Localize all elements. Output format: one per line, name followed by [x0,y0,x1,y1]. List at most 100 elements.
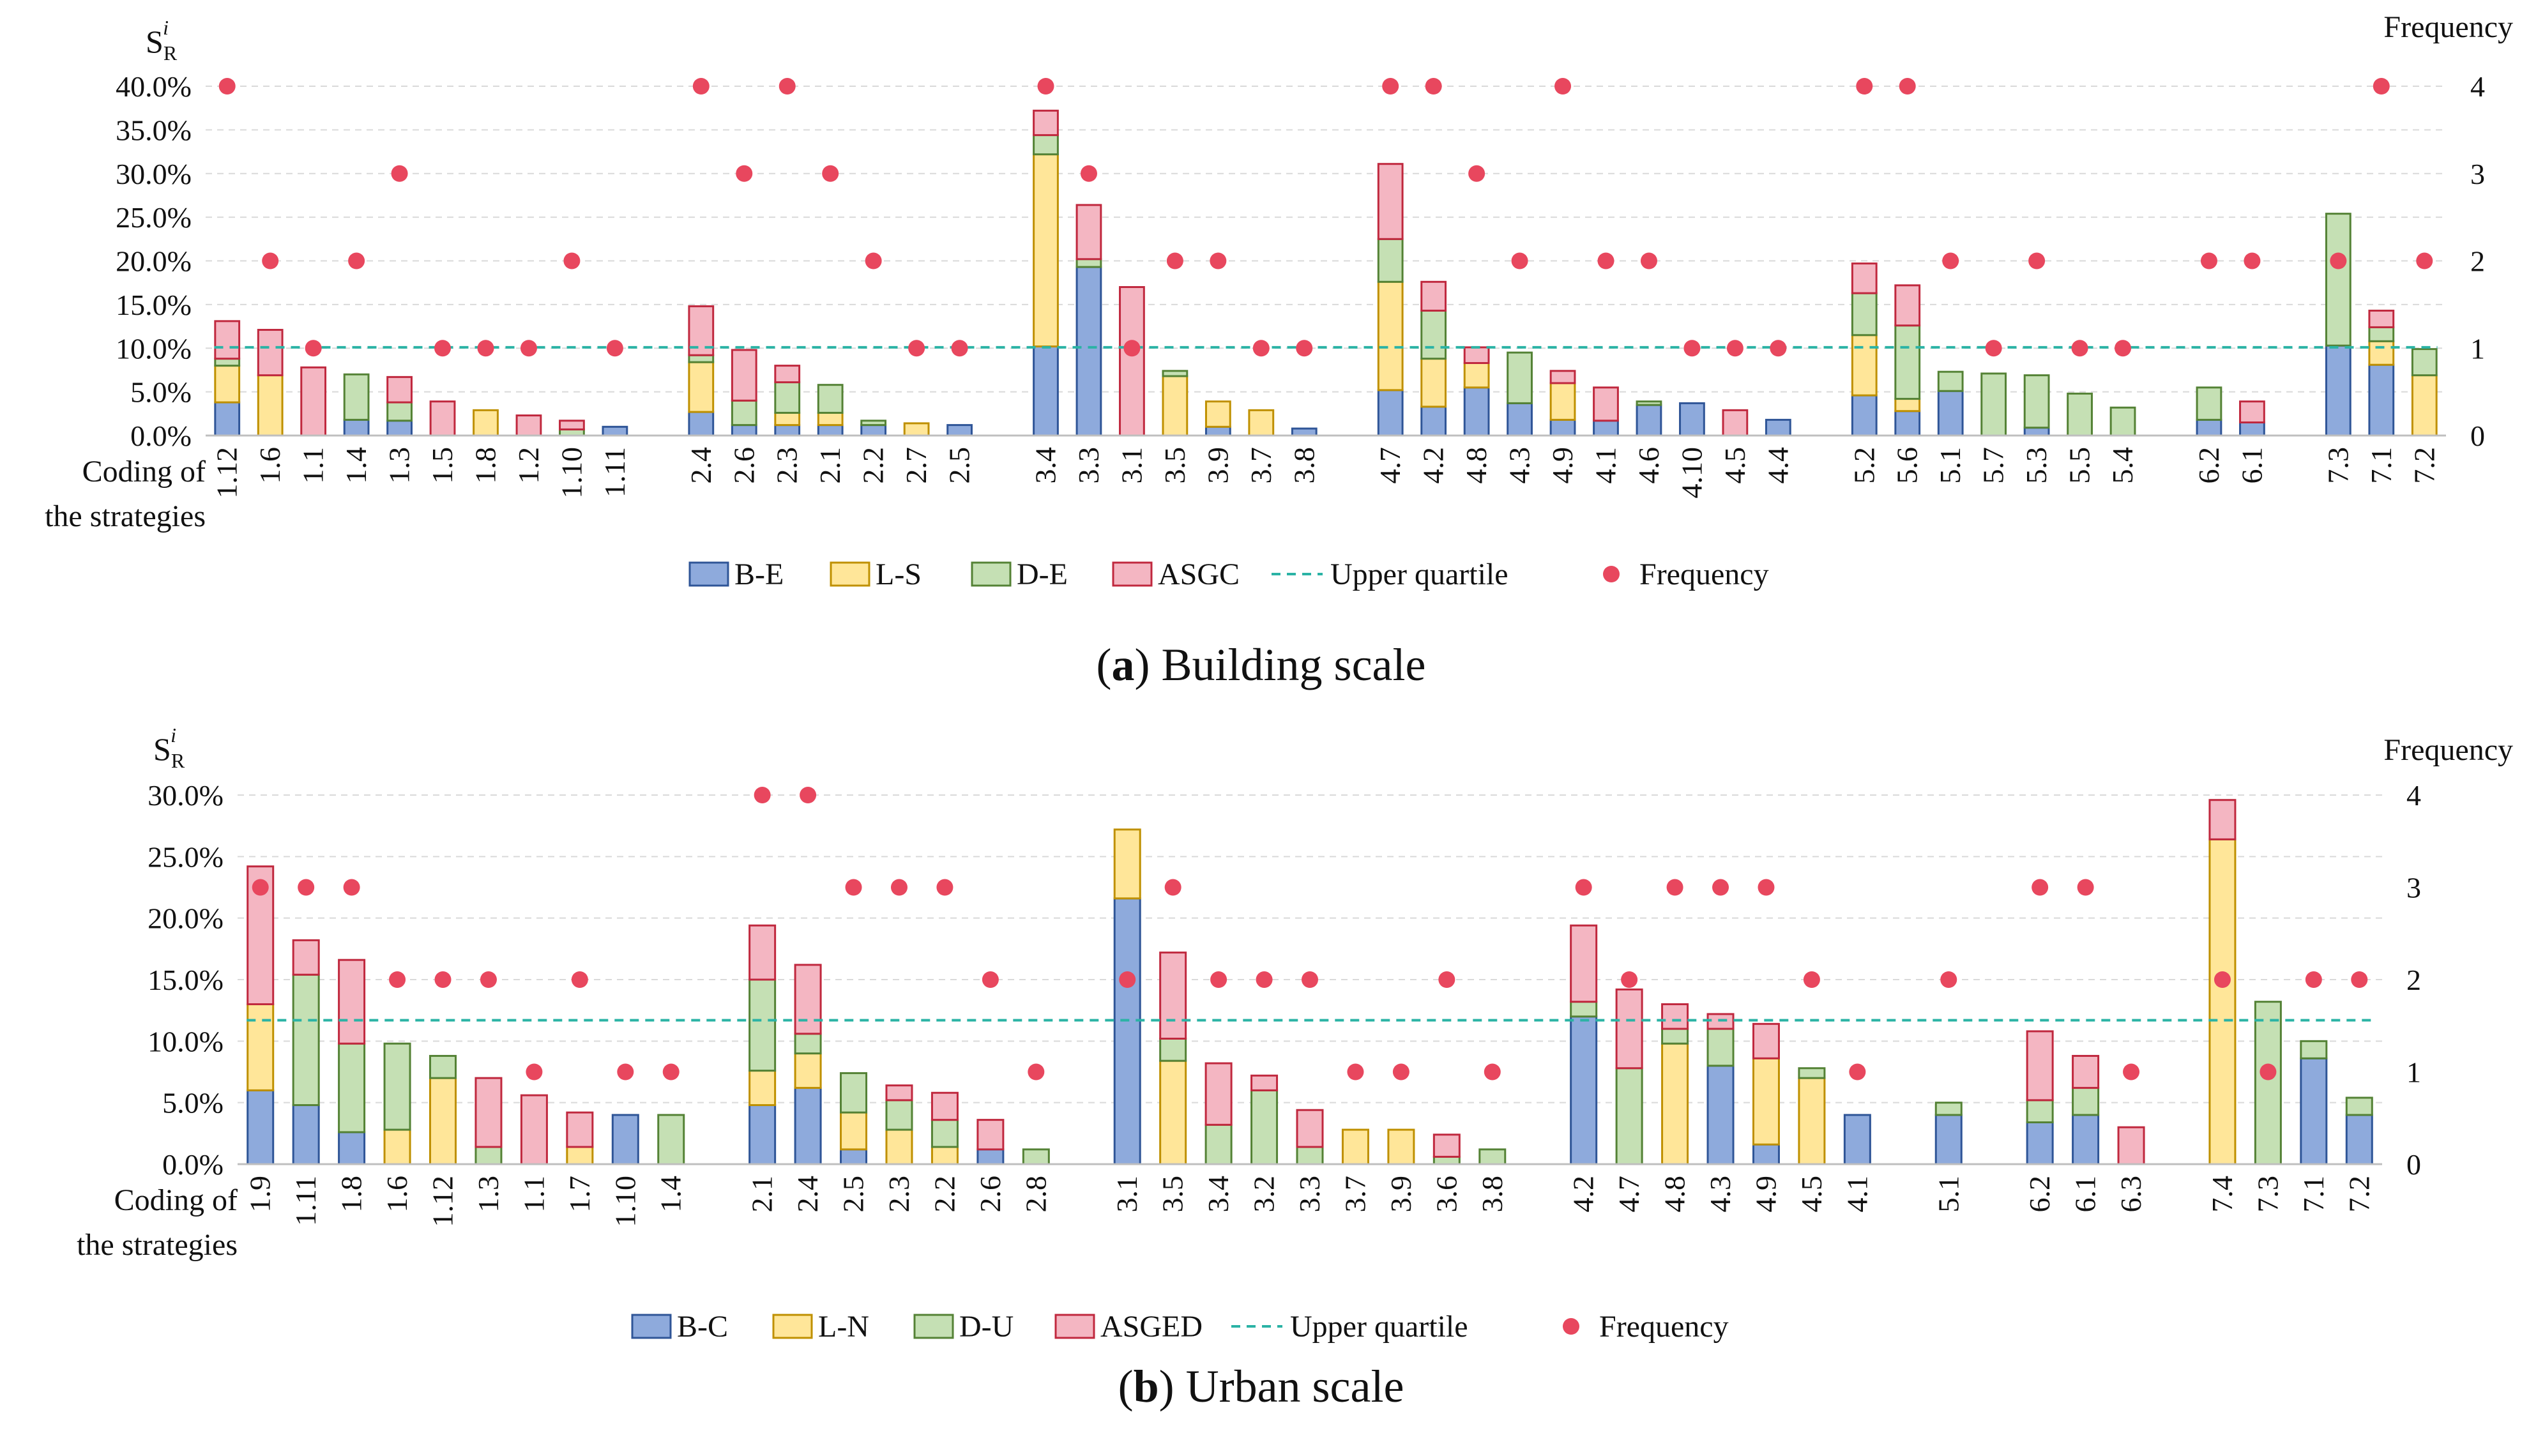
frequency-point [252,879,269,896]
bar-segment-asged [520,1094,548,1165]
bar-segment-asged [2208,799,2237,840]
bar-segment-d-e [1507,351,1533,404]
bar-segment-l-n [2208,838,2237,1165]
x-tick-label: 4.9 [1546,447,1579,484]
bar-segment-asgc [1119,286,1145,437]
bar-segment-l-s [1420,358,1447,408]
bar-segment-b-e [946,424,973,437]
bar-segment-asgc [559,420,585,430]
bar-segment-d-e [2196,386,2222,421]
frequency-point [617,1063,634,1081]
x-tick-label: 5.3 [2020,447,2053,484]
bar-segment-asged [931,1091,959,1121]
y-tick-label: 0.0% [162,1148,224,1181]
frequency-point [1597,252,1614,269]
y-axis-title: SRi [153,724,185,772]
y-tick-label: 10.0% [148,1025,224,1058]
frequency-point [563,252,581,269]
frequency-point [908,340,925,357]
bar-segment-asged [976,1119,1005,1151]
frequency-point [389,971,406,988]
bar-segment-asgc [731,349,757,402]
frequency-point [1803,971,1820,988]
bar-segment-d-e [2067,392,2093,437]
frequency-point [890,879,908,896]
x-tick-label: 3.5 [1157,1176,1189,1213]
bar-segment-asged [2026,1030,2054,1102]
bar-segment-l-n [1159,1059,1187,1165]
y2-tick-label: 4 [2470,70,2485,103]
y-tick-label: 15.0% [116,289,192,321]
bar-segment-b-e [1636,404,1662,437]
x-tick-label: 4.5 [1719,447,1751,484]
frequency-point [343,879,360,896]
bar-segment-b-e [214,401,241,437]
x-axis-title-line1: Coding of [82,455,206,489]
frequency-point [1080,165,1097,182]
bar-segment-asged [1159,952,1187,1040]
bar-segment-l-n [1661,1042,1689,1165]
frequency-point [2351,971,2368,988]
x-tick-label: 2.1 [814,447,846,484]
x-tick-label: 4.2 [1567,1176,1600,1213]
bar-segment-b-e [731,424,757,437]
x-tick-label: 7.3 [2251,1176,2284,1213]
x-tick-label: 4.1 [1590,447,1622,484]
bar-segment-l-s [903,422,930,437]
x-tick-label: 2.3 [883,1176,915,1213]
bar-segment-b-e [1291,427,1318,437]
bar-segment-asged [2072,1054,2100,1089]
bar-segment-d-e [2023,374,2050,429]
frequency-point [2115,340,2132,357]
y-tick-label: 25.0% [116,201,192,234]
bar-segment-d-u [475,1146,503,1165]
x-tick-label: 4.1 [1841,1176,1873,1213]
y-tick-label: 10.0% [116,332,192,365]
bar-segment-l-n [885,1128,913,1165]
x-tick-label: 4.10 [1675,447,1708,499]
bar-segment-l-s [1894,398,1921,413]
bar-segment-l-s [1549,382,1576,421]
y2-tick-label: 3 [2406,872,2421,904]
x-tick-label: 1.12 [427,1176,459,1227]
bar-segment-d-e [1420,309,1447,360]
frequency-point [1712,879,1729,896]
bar-segment-d-e [1377,238,1404,283]
bar-segment-b-e [688,411,715,437]
bar-segment-asgc [1549,370,1576,384]
y2-tick-label: 0 [2470,420,2485,452]
x-tick-label: 6.1 [2235,447,2268,484]
bar-segment-l-s [1033,153,1059,348]
bar-segment-b-e [1377,389,1404,437]
frequency-point [1640,252,1657,269]
bar-segment-asgc [300,366,327,437]
bar-segment-d-u [1432,1155,1461,1165]
bar-segment-l-s [1248,409,1275,437]
frequency-point [434,340,452,357]
frequency-point [1484,1063,1501,1081]
frequency-point [2200,252,2217,269]
bar-segment-d-u [1570,1001,1598,1018]
urban-scale-chart: 0.0% 5.0% 10.0% 15.0% 20.0% 25.0% 30.0% 0 1 2 3 4 SR… [77,724,2513,1344]
frequency-point [480,971,497,988]
x-tick-label: 1.6 [381,1176,413,1213]
bar-segment-b-e [1679,402,1705,437]
bar-segment-d-u [338,1042,366,1134]
x-tick-label: 1.4 [340,447,372,484]
frequency-point [2123,1063,2140,1081]
x-tick-label: 7.2 [2343,1176,2375,1213]
bar-segment-b-e [1549,418,1576,437]
bar-segment-b-c [247,1089,275,1165]
bar-segment-b-e [1894,410,1921,437]
x-tick-label: 1.3 [383,447,416,484]
bar-segment-d-u [383,1042,411,1131]
caption-letter: b [1133,1361,1159,1412]
bar-segment-l-n [931,1146,959,1165]
bar-segment-l-n [1798,1077,1826,1165]
frequency-point [2373,78,2390,95]
bar-segment-b-e [2239,421,2265,437]
legend-label: ASGED [1100,1310,1203,1344]
frequency-point [1942,252,1959,269]
frequency-point [1296,340,1313,357]
frequency-point [692,78,710,95]
